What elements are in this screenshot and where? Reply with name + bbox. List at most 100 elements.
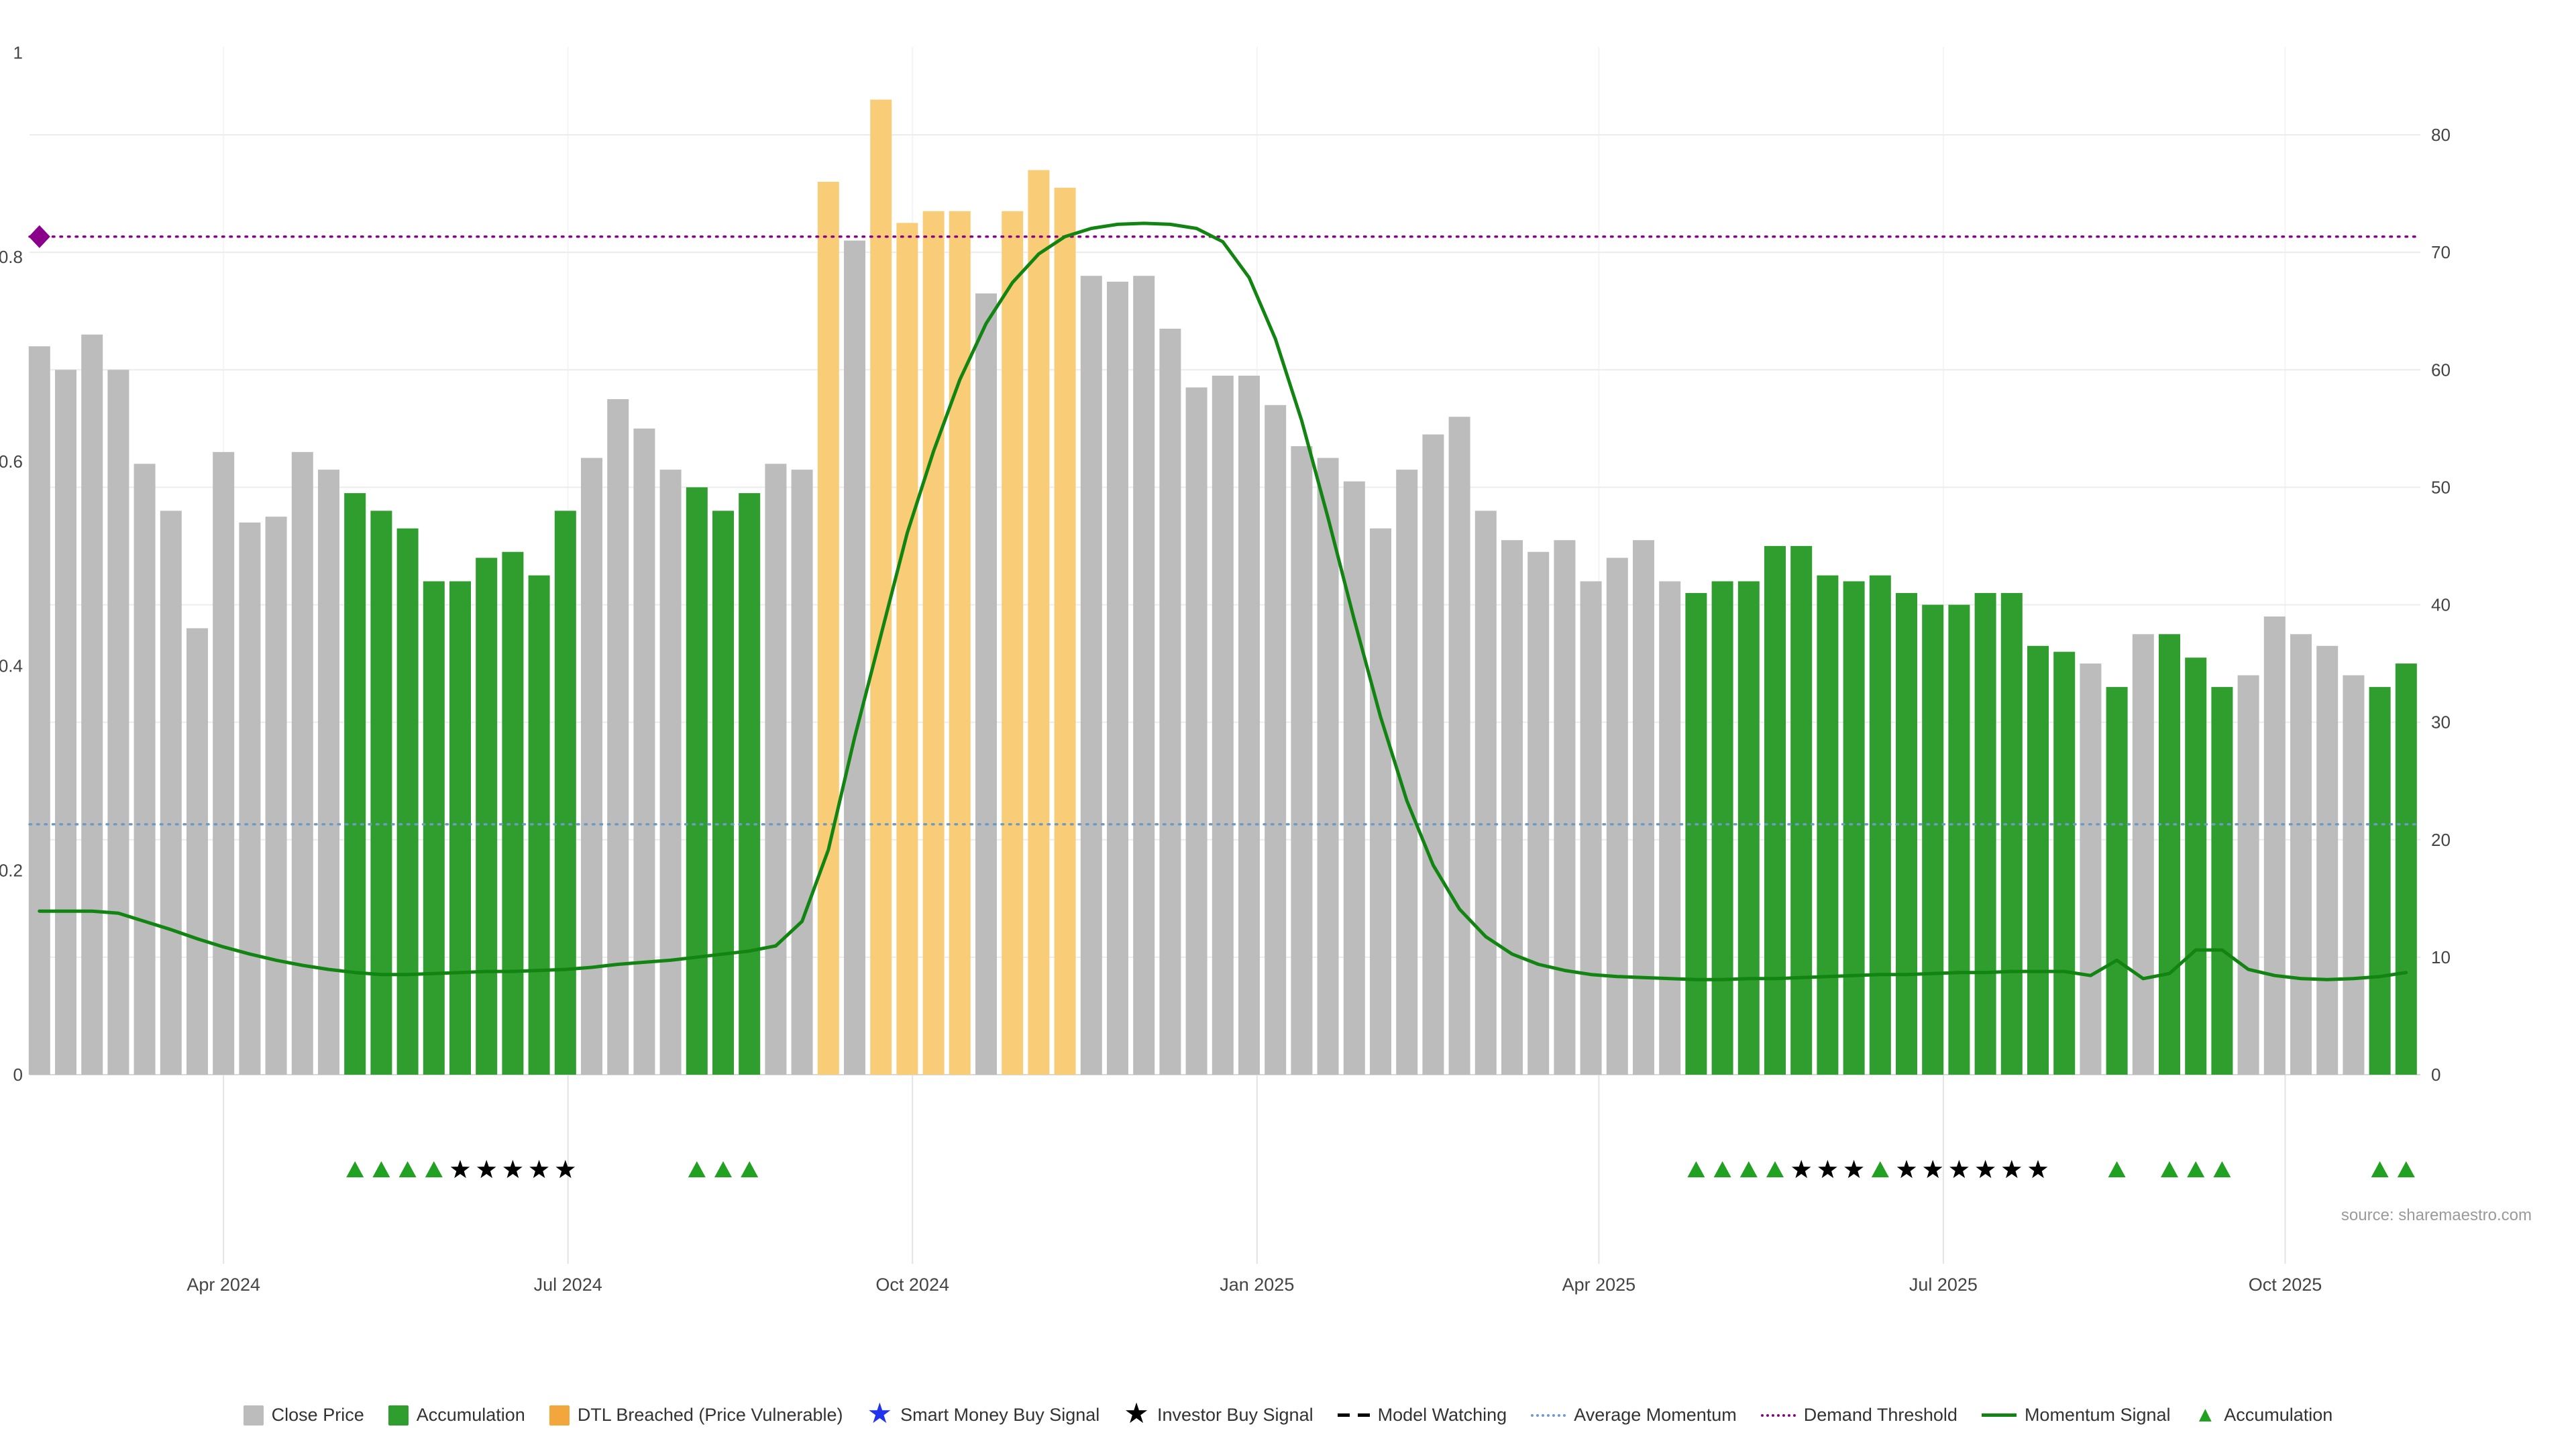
accumulation-bar: [423, 581, 445, 1075]
close-price-bar: [1396, 470, 1418, 1075]
close-price-bar: [2263, 616, 2286, 1075]
legend-label: Average Momentum: [1574, 1405, 1737, 1425]
legend-item-accumulation[interactable]: ▲ Accumulation: [2194, 1401, 2333, 1426]
dtl-breached-bar: [817, 182, 839, 1075]
close-price-bar: [659, 470, 682, 1075]
x-axis-tick-label: Jan 2025: [1220, 1275, 1294, 1295]
accumulation-triangle-marker: [2161, 1161, 2178, 1177]
chart-legend: Close Price Accumulation DTL Breached (Pri…: [0, 1397, 2576, 1429]
legend-item-investor-buy-signal[interactable]: ★ Investor Buy Signal: [1124, 1399, 1313, 1427]
demand-threshold-diamond-marker: [28, 225, 50, 248]
right-axis-tick-label: 70: [2431, 242, 2451, 262]
legend-label: Smart Money Buy Signal: [900, 1405, 1100, 1425]
legend-item-accumulation[interactable]: Accumulation: [388, 1405, 525, 1426]
right-axis-tick-label: 0: [2431, 1065, 2440, 1085]
source-note: source: sharemaestro.com: [2341, 1206, 2532, 1224]
square-swatch-icon: [549, 1405, 570, 1426]
investor-buy-signal-star-marker: [2002, 1160, 2022, 1179]
investor-buy-signal-star-marker: [1896, 1160, 1917, 1179]
close-price-bar: [1212, 376, 1234, 1075]
close-price-bar: [633, 428, 655, 1075]
legend-label: DTL Breached (Price Vulnerable): [577, 1405, 843, 1425]
accumulation-bar: [1764, 545, 1786, 1075]
dtl-breached-bar: [1054, 187, 1076, 1075]
accumulation-triangle-marker: [688, 1161, 706, 1177]
legend-item-momentum-signal[interactable]: Momentum Signal: [1981, 1405, 2171, 1426]
close-price-bar: [1422, 434, 1444, 1075]
accumulation-triangle-marker: [2213, 1161, 2231, 1177]
accumulation-bar: [1922, 604, 1944, 1075]
close-price-bar: [2132, 634, 2154, 1075]
accumulation-bar: [686, 487, 708, 1075]
close-price-bar: [2237, 675, 2259, 1075]
close-price-bar: [975, 293, 997, 1075]
close-price-bar: [1080, 276, 1102, 1075]
accumulation-bar: [2053, 651, 2076, 1075]
x-axis-tick-label: Oct 2024: [875, 1275, 949, 1295]
close-price-bar: [844, 240, 865, 1075]
legend-item-model-watching[interactable]: Model Watching: [1337, 1405, 1507, 1426]
accumulation-triangle-marker: [346, 1161, 364, 1177]
dtl-breached-bar: [949, 211, 971, 1075]
accumulation-triangle-marker: [2187, 1161, 2205, 1177]
close-price-bar: [2343, 675, 2365, 1075]
legend-item-close-price[interactable]: Close Price: [243, 1405, 364, 1426]
right-axis-tick-label: 50: [2431, 477, 2451, 497]
close-price-bar: [1554, 540, 1576, 1075]
solid-line-icon: [1981, 1413, 2017, 1417]
right-axis-tick-label: 10: [2431, 947, 2451, 967]
close-price-bar: [81, 334, 103, 1075]
accumulation-triangle-marker: [1739, 1161, 1758, 1177]
close-price-bar: [213, 451, 235, 1075]
right-axis-tick-label: 60: [2431, 360, 2451, 380]
left-axis-tick-label: 0.2: [0, 860, 23, 880]
momentum-signal-line: [38, 221, 2408, 981]
square-swatch-icon: [388, 1405, 409, 1426]
left-axis-tick-label: 0.4: [0, 656, 23, 676]
accumulation-bar: [712, 511, 734, 1075]
left-axis-tick-label: 0.6: [0, 451, 23, 472]
accumulation-triangle-marker: [2108, 1161, 2126, 1177]
legend-label: Accumulation: [2224, 1405, 2333, 1425]
accumulation-bar: [2106, 687, 2128, 1075]
legend-item-dtl-breached-price-vulnerable-[interactable]: DTL Breached (Price Vulnerable): [549, 1405, 843, 1426]
dtl-breached-bar: [1002, 211, 1024, 1075]
accumulation-triangle-marker: [425, 1161, 443, 1177]
accumulation-bar: [396, 528, 419, 1075]
right-axis-tick-label: 80: [2431, 125, 2451, 145]
close-price-bar: [1107, 281, 1128, 1075]
blue-star-icon: ★: [867, 1397, 893, 1429]
right-axis-tick-label: 40: [2431, 595, 2451, 615]
legend-item-demand-threshold[interactable]: Demand Threshold: [1760, 1405, 1957, 1426]
accumulation-triangle-marker: [1687, 1161, 1705, 1177]
accumulation-bar: [2000, 593, 2023, 1075]
dtl-breached-bar: [896, 223, 918, 1075]
close-price-bar: [1133, 276, 1155, 1075]
accumulation-bar: [739, 493, 761, 1075]
legend-item-average-momentum[interactable]: Average Momentum: [1531, 1405, 1737, 1426]
dtl-breached-bar: [870, 99, 892, 1075]
accumulation-triangle-marker: [1713, 1161, 1731, 1177]
close-price-bar: [1291, 446, 1313, 1075]
left-axis-tick-label: 0: [13, 1065, 23, 1085]
legend-item-smart-money-buy-signal[interactable]: ★ Smart Money Buy Signal: [867, 1397, 1100, 1429]
close-price-bar: [1606, 557, 1628, 1075]
close-price-bar: [1633, 540, 1654, 1075]
accumulation-triangle-marker: [741, 1161, 759, 1177]
accumulation-bar: [502, 551, 524, 1075]
close-price-bar: [28, 346, 50, 1075]
close-price-bar: [1343, 481, 1365, 1075]
legend-label: Model Watching: [1377, 1405, 1507, 1425]
x-axis-tick-label: Jul 2025: [1909, 1275, 1978, 1295]
investor-buy-signal-star-marker: [1949, 1160, 1969, 1179]
accumulation-bar: [2185, 657, 2207, 1075]
accumulation-bar: [2369, 687, 2391, 1075]
close-price-bar: [1185, 387, 1208, 1075]
accumulation-bar: [1737, 581, 1760, 1075]
close-price-bar: [1265, 405, 1287, 1075]
triangle-icon: ▲: [2194, 1401, 2216, 1426]
close-price-bar: [1448, 417, 1470, 1075]
investor-buy-signal-star-marker: [555, 1160, 576, 1179]
accumulation-bar: [1843, 581, 1865, 1075]
